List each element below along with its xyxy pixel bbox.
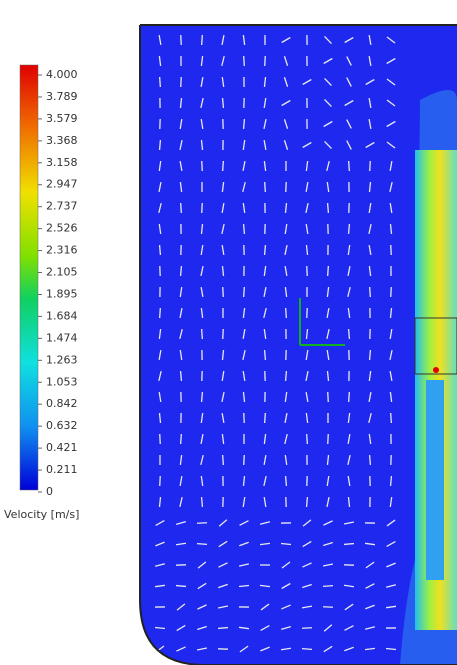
flow-arrow — [307, 434, 308, 444]
colorbar-label: 3.579 — [46, 112, 78, 125]
colorbar-label: 4.000 — [46, 68, 78, 81]
flow-arrow — [307, 497, 308, 507]
colorbar-label: 2.526 — [46, 222, 78, 235]
flow-arrow — [323, 607, 333, 608]
flow-arrow — [344, 544, 354, 545]
flow-arrow — [202, 497, 203, 507]
flow-arrow — [223, 161, 224, 171]
colorbar-label: 2.316 — [46, 244, 78, 257]
flow-arrow — [181, 203, 182, 213]
flow-arrow — [302, 628, 312, 629]
flow-arrow — [223, 329, 224, 339]
flow-arrow — [181, 434, 182, 444]
flow-arrow — [391, 476, 392, 486]
flow-arrow — [391, 413, 392, 423]
flow-arrow — [223, 98, 224, 108]
flow-arrow — [265, 350, 266, 360]
flow-arrow — [181, 35, 182, 45]
tank-fluid — [140, 25, 457, 665]
flow-arrow — [181, 77, 182, 87]
flow-arrow — [202, 203, 203, 213]
colorbar-label: 0.842 — [46, 397, 78, 410]
flow-arrow — [197, 544, 207, 545]
flow-arrow — [160, 140, 161, 150]
flow-arrow — [370, 161, 371, 171]
jet-core — [426, 380, 444, 580]
flow-arrow — [218, 628, 228, 629]
flow-arrow — [328, 266, 329, 276]
flow-arrow — [202, 329, 203, 339]
flow-arrow — [202, 392, 203, 402]
colorbar — [20, 65, 38, 490]
flow-arrow — [244, 224, 245, 234]
colorbar-label: 1.053 — [46, 375, 78, 388]
colorbar-label: 1.895 — [46, 287, 78, 300]
colorbar-label: 3.789 — [46, 90, 78, 103]
flow-arrow — [202, 161, 203, 171]
cfd-view: 4.000 3.789 3.579 3.368 3.158 2.947 2.737 2.526… — [0, 0, 457, 665]
flow-arrow — [244, 119, 245, 129]
flow-arrow — [160, 476, 161, 486]
colorbar-label: 1.474 — [46, 331, 78, 344]
colorbar-label: 3.158 — [46, 156, 78, 169]
flow-arrow — [307, 308, 308, 318]
flow-arrow — [160, 77, 161, 87]
flow-arrow — [244, 287, 245, 297]
flow-arrow — [223, 287, 224, 297]
hot-spot — [433, 367, 439, 373]
flow-arrow — [328, 434, 329, 444]
flow-arrow — [181, 266, 182, 276]
flow-arrow — [202, 35, 203, 45]
flow-arrow — [307, 266, 308, 276]
flow-arrow — [160, 245, 161, 255]
colorbar-label: 0.632 — [46, 419, 78, 432]
legend-title: Velocity [m/s] — [4, 508, 79, 521]
colorbar-label: 0.211 — [46, 463, 78, 476]
flow-arrow — [370, 287, 371, 297]
flow-arrow — [265, 413, 266, 423]
colorbar-labels: 4.000 3.789 3.579 3.368 3.158 2.947 2.737 2.526… — [38, 68, 78, 498]
flow-arrow — [370, 350, 371, 360]
colorbar-label: 3.368 — [46, 134, 78, 147]
flow-arrow — [302, 649, 312, 650]
colorbar-label: 1.263 — [46, 353, 78, 366]
colorbar-label: 2.947 — [46, 178, 78, 191]
flow-arrow — [286, 182, 287, 192]
flow-arrow — [244, 56, 245, 66]
flow-arrow — [160, 308, 161, 318]
flow-arrow — [244, 455, 245, 465]
flow-arrow — [349, 392, 350, 402]
flow-arrow — [286, 476, 287, 486]
flow-arrow — [265, 245, 266, 255]
colorbar-label: 0.421 — [46, 441, 78, 454]
flow-arrow — [223, 455, 224, 465]
flow-arrow — [328, 203, 329, 213]
flow-arrow — [391, 287, 392, 297]
colorbar-label: 2.105 — [46, 266, 78, 279]
flow-arrow — [197, 523, 207, 524]
flow-arrow — [265, 56, 266, 66]
flow-arrow — [328, 392, 329, 402]
flow-arrow — [349, 224, 350, 234]
flow-arrow — [176, 586, 186, 587]
flow-arrow — [349, 329, 350, 339]
flow-arrow — [265, 182, 266, 192]
tank — [140, 25, 457, 665]
flow-arrow — [286, 371, 287, 381]
flow-arrow — [391, 245, 392, 255]
flow-arrow — [286, 308, 287, 318]
flow-arrow — [181, 371, 182, 381]
page: 4.000 3.789 3.579 3.368 3.158 2.947 2.737 2.526… — [0, 0, 457, 665]
colorbar-label: 0 — [46, 485, 53, 498]
colorbar-label: 1.684 — [46, 309, 78, 322]
flow-arrow — [160, 434, 161, 444]
flow-arrow — [323, 586, 333, 587]
colorbar-label: 2.737 — [46, 200, 78, 213]
flow-arrow — [349, 161, 350, 171]
flow-arrow — [244, 413, 245, 423]
flow-arrow — [370, 455, 371, 465]
